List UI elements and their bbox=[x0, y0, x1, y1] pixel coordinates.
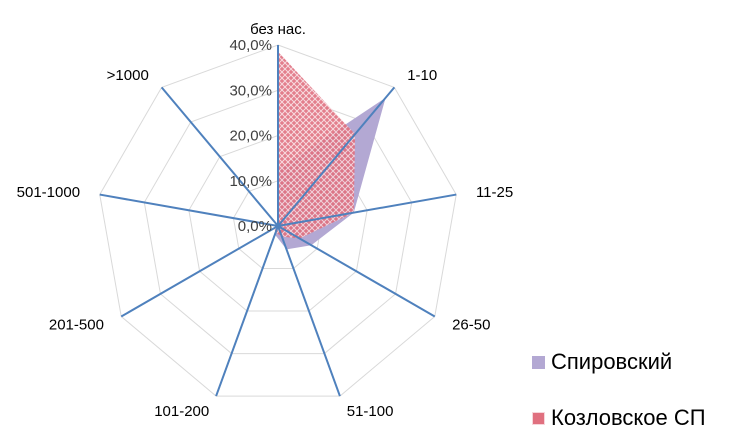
radial-tick-label: 10,0% bbox=[229, 173, 272, 190]
category-label: 1-10 bbox=[407, 67, 437, 84]
legend-item-kozlovskoe: Козловское СП bbox=[532, 405, 706, 431]
radial-tick-label: 30,0% bbox=[229, 82, 272, 99]
axis-spoke bbox=[215, 225, 279, 397]
radial-tick-label: 0,0% bbox=[238, 218, 272, 235]
category-label: 26-50 bbox=[452, 317, 490, 334]
legend-swatch-kozlovskoe bbox=[532, 411, 545, 425]
axis-spoke bbox=[277, 86, 396, 227]
legend-swatch-spirovsky bbox=[532, 355, 545, 369]
category-label: 101-200 bbox=[154, 403, 209, 420]
legend-label-spirovsky: Спировский bbox=[551, 349, 673, 374]
series-area-kozlovskoe bbox=[274, 51, 356, 239]
radial-tick-label: 40,0% bbox=[229, 37, 272, 54]
grid-ring bbox=[99, 44, 457, 397]
axis-spoke bbox=[277, 193, 457, 227]
category-label: без нас. bbox=[250, 21, 306, 38]
axis-spoke bbox=[160, 86, 279, 227]
axis-spoke bbox=[99, 193, 279, 227]
grid-ring bbox=[143, 89, 413, 355]
legend-label-kozlovskoe: Козловское СП bbox=[551, 405, 706, 430]
legend-item-spirovsky: Спировский bbox=[532, 349, 672, 375]
category-label: >1000 bbox=[107, 67, 149, 84]
axis-spoke bbox=[277, 225, 341, 397]
category-label: 501-1000 bbox=[17, 184, 80, 201]
axis-spoke bbox=[277, 225, 436, 318]
axis-spoke bbox=[120, 225, 279, 318]
category-label: 51-100 bbox=[347, 403, 394, 420]
category-label: 201-500 bbox=[49, 317, 104, 334]
radial-tick-label: 20,0% bbox=[229, 128, 272, 145]
category-label: 11-25 bbox=[476, 184, 513, 201]
